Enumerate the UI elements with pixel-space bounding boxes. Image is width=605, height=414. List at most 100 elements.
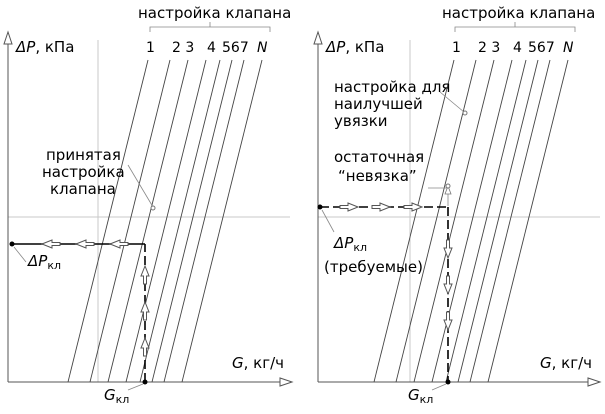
left-curve-6 xyxy=(151,59,233,383)
right-g-symbol: G xyxy=(408,386,420,404)
right-curve-5 xyxy=(445,59,527,383)
right-tick-4: 4 xyxy=(513,40,522,56)
right-dp-leader xyxy=(321,209,335,233)
right-curves xyxy=(373,59,569,383)
left-curve-4 xyxy=(125,59,207,383)
left-tick-5-6-7: 567 xyxy=(222,40,249,56)
left-g-label: Gкл xyxy=(104,386,129,406)
right-tick-2-3: 2 3 xyxy=(478,40,500,56)
right-x-axis-label: G, кг/ч xyxy=(540,354,592,372)
right-annotation1-line3: увязки xyxy=(334,112,388,130)
right-down-arrow-3 xyxy=(443,311,453,332)
right-y-axis-label: ΔP, кПа xyxy=(325,38,384,56)
right-x-unit: , кг/ч xyxy=(552,354,592,372)
right-path-start-dot xyxy=(317,204,323,210)
left-annotation-leader xyxy=(127,164,154,208)
left-dp-symbol: ΔP xyxy=(27,252,48,270)
left-curve-5 xyxy=(139,59,221,383)
left-x-unit: , кг/ч xyxy=(244,354,284,372)
right-y-unit: , кПа xyxy=(345,38,384,56)
left-header: настройка клапана xyxy=(138,4,291,22)
left-tick-4: 4 xyxy=(207,40,216,56)
left-annotation-line1: принятая xyxy=(46,146,121,164)
left-dp-label: ΔPкл xyxy=(27,252,61,272)
left-path-end-dot xyxy=(9,241,15,247)
right-y-symbol: ΔP xyxy=(325,38,346,56)
right-curve-6 xyxy=(457,59,539,383)
left-y-symbol: ΔP xyxy=(15,38,36,56)
right-tick-1: 1 xyxy=(452,40,461,56)
left-curve-7 xyxy=(163,59,245,383)
left-up-arrow-1 xyxy=(140,336,150,357)
right-annotation2-line1: остаточная xyxy=(334,148,424,166)
left-y-unit: , кПа xyxy=(35,38,74,56)
right-down-arrow-1 xyxy=(443,239,453,260)
left-dp-leader xyxy=(13,246,27,263)
right-path-end-dot xyxy=(445,379,451,385)
left-g-leader xyxy=(127,383,144,391)
right-tick-5-6-7: 567 xyxy=(528,40,555,56)
right-curve-1 xyxy=(373,59,455,383)
left-g-sub: кл xyxy=(116,393,130,406)
right-panel: настройка клапана 1 2 3 4 567 N ΔP, кПа … xyxy=(313,4,602,406)
right-y-axis-arrow xyxy=(313,30,323,45)
left-g-symbol: G xyxy=(104,386,116,404)
right-residual-bracket xyxy=(428,187,449,206)
left-x-symbol: G xyxy=(232,354,244,372)
left-up-arrow-3 xyxy=(140,264,150,285)
left-tick-1: 1 xyxy=(146,40,155,56)
left-tick-2-3: 2 3 xyxy=(172,40,194,56)
left-panel: настройка клапана 1 2 3 4 567 N ΔP, кПа … xyxy=(3,4,294,406)
left-curve-1 xyxy=(67,59,149,383)
left-curve-n xyxy=(181,59,263,383)
right-x-symbol: G xyxy=(540,354,552,372)
left-y-axis-arrow xyxy=(3,30,13,45)
left-left-arrow-2 xyxy=(74,239,95,249)
left-up-arrows xyxy=(140,264,150,357)
right-annotation2-line2: “невязка” xyxy=(338,167,417,185)
right-down-arrow-2 xyxy=(443,275,453,296)
right-curve-4 xyxy=(431,59,513,383)
left-curves xyxy=(67,59,263,383)
right-right-arrow-2 xyxy=(371,202,392,212)
right-curve-7 xyxy=(469,59,551,383)
left-path-start-dot xyxy=(142,379,148,385)
right-g-sub: кл xyxy=(420,393,434,406)
left-tick-n: N xyxy=(257,40,268,56)
right-tick-n: N xyxy=(563,40,574,56)
left-curve-2 xyxy=(89,59,171,383)
right-annotation1-line1: настройка для xyxy=(334,78,450,96)
left-annotation-dot xyxy=(150,205,156,211)
right-g-leader xyxy=(431,383,447,391)
left-left-arrow-3 xyxy=(40,239,61,249)
left-dp-sub: кл xyxy=(47,259,61,272)
right-right-arrow-3 xyxy=(403,202,424,212)
right-right-arrows xyxy=(339,202,424,212)
left-curve-3 xyxy=(107,59,189,383)
right-annotation1-line2: наилучшей xyxy=(334,95,423,113)
right-dp-symbol: ΔP xyxy=(333,234,354,252)
left-left-arrow-1 xyxy=(108,239,129,249)
left-up-arrow-2 xyxy=(140,300,150,321)
left-header-brace xyxy=(149,22,271,32)
left-annotation-line3: клапана xyxy=(50,180,116,198)
right-g-label: Gкл xyxy=(408,386,433,406)
right-dp-note: (требуемые) xyxy=(324,258,423,276)
left-left-arrows xyxy=(40,239,129,249)
right-curve-3 xyxy=(413,59,495,383)
right-residual-dot xyxy=(445,183,451,189)
left-annotation-line2: настройка xyxy=(42,163,125,181)
right-header-brace xyxy=(454,22,576,32)
right-annotation1-leader xyxy=(439,91,465,113)
right-header: настройка клапана xyxy=(442,4,595,22)
left-y-axis-label: ΔP, кПа xyxy=(15,38,74,56)
right-dp-label: ΔPкл xyxy=(333,234,367,254)
right-annotation1-dot xyxy=(462,110,468,116)
right-curve-n xyxy=(487,59,569,383)
right-right-arrow-1 xyxy=(339,202,360,212)
left-x-axis-label: G, кг/ч xyxy=(232,354,284,372)
right-x-axis-arrow xyxy=(587,377,602,387)
right-down-arrows xyxy=(443,239,453,332)
left-x-axis-arrow xyxy=(279,377,294,387)
